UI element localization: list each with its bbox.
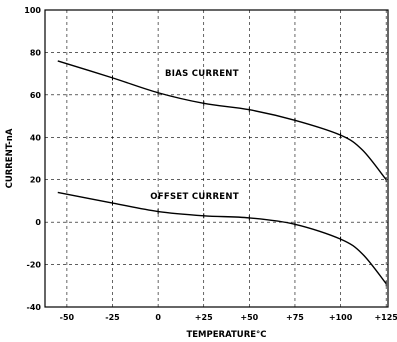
y-tick-label: -40 xyxy=(27,303,42,312)
y-tick-label: 20 xyxy=(30,176,42,185)
grid xyxy=(45,10,388,307)
series-line-1 xyxy=(57,191,387,285)
y-tick-label: 80 xyxy=(30,48,42,57)
x-tick-label: +50 xyxy=(240,313,258,322)
x-tick-label: -25 xyxy=(105,313,120,322)
y-tick-label: 60 xyxy=(30,91,42,100)
y-tick-label: 100 xyxy=(24,6,41,15)
axis-ticks: -50 -25 0 +25 +50 +75 +100 +125 -40 -20 0 20 40 60 80 1… xyxy=(24,6,397,322)
x-tick-label: +125 xyxy=(374,313,397,322)
x-tick-label: +25 xyxy=(195,313,213,322)
y-axis-label: CURRENT-nA xyxy=(5,128,15,188)
series-label-0: BIAS CURRENT xyxy=(165,69,239,79)
x-tick-label: +75 xyxy=(286,313,304,322)
series-group xyxy=(57,60,387,287)
x-axis-label: TEMPERATURE°C xyxy=(186,330,266,340)
x-tick-label: -50 xyxy=(60,313,75,322)
x-tick-label: +100 xyxy=(329,313,353,322)
plot-frame xyxy=(44,9,389,308)
y-tick-label: 40 xyxy=(30,133,42,142)
y-tick-label: 0 xyxy=(35,218,41,227)
annotations: BIAS CURRENT OFFSET CURRENT xyxy=(150,69,239,202)
x-tick-label: 0 xyxy=(155,313,161,322)
y-tick-label: -20 xyxy=(27,261,42,270)
series-label-1: OFFSET CURRENT xyxy=(150,192,239,202)
